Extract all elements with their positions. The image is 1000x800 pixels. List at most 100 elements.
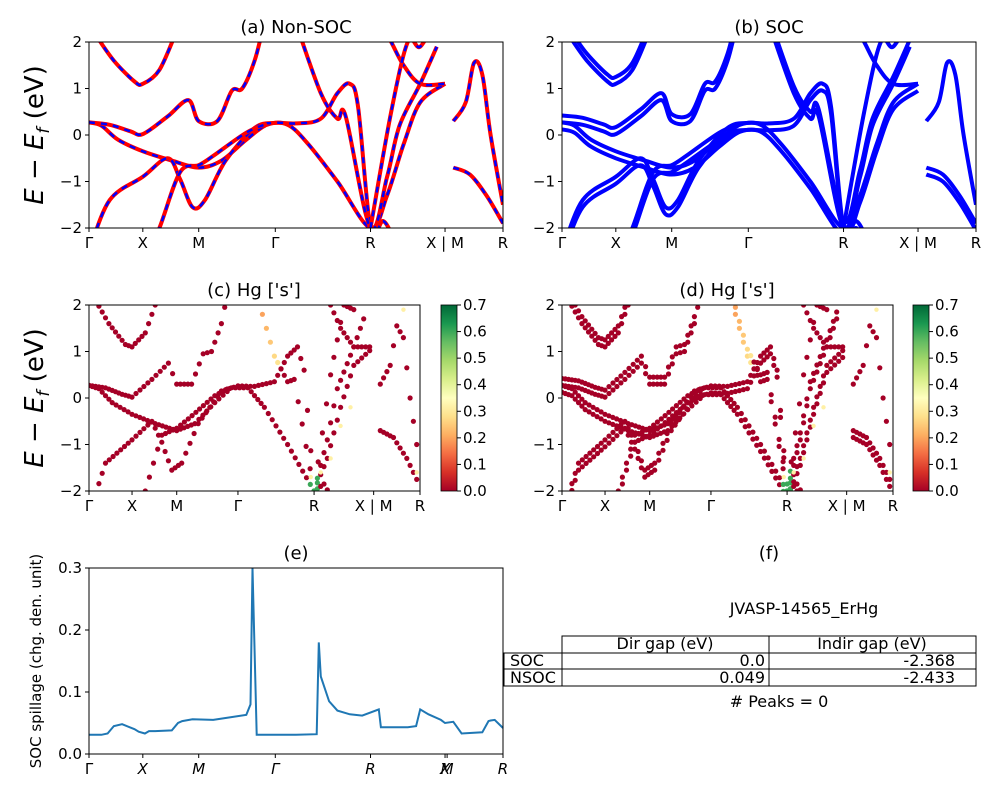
band-dot-split xyxy=(598,447,604,453)
band-dot-split xyxy=(579,403,585,409)
band-dot xyxy=(771,355,777,362)
band-dot xyxy=(827,335,833,341)
band-dot-split xyxy=(583,460,589,466)
band-dot-split xyxy=(618,429,624,435)
band-dot-split xyxy=(658,423,664,429)
band-dot xyxy=(363,351,369,357)
band-dot-faint xyxy=(338,423,343,429)
band-dot xyxy=(145,380,151,386)
band-line-soc-overlay xyxy=(98,42,174,87)
band-dot-split xyxy=(666,416,672,422)
panel-e: (e) 0.00.10.20.3Γ X M Γ R XM R SOC spillage (c… xyxy=(27,543,508,778)
band-dot xyxy=(796,401,803,407)
band-dot xyxy=(308,448,314,454)
band-dot xyxy=(777,407,784,413)
xtick-label-5: X | M xyxy=(355,497,393,515)
band-dot xyxy=(840,344,846,350)
band-dot-split xyxy=(579,314,585,320)
colorbar-d xyxy=(912,304,930,492)
band-dot xyxy=(665,371,672,377)
band-dot xyxy=(797,455,803,461)
band-dot-split xyxy=(622,369,628,375)
band-dot xyxy=(764,347,770,353)
band-dot xyxy=(830,325,837,331)
band-dot-split xyxy=(720,390,727,396)
band-dot-split xyxy=(626,365,632,371)
band-dot-faint xyxy=(328,456,333,461)
band-dot xyxy=(298,355,304,362)
band-dot xyxy=(161,364,167,370)
band-dot xyxy=(259,311,265,317)
band-dot-split xyxy=(708,390,714,396)
band-dot-split xyxy=(606,384,612,390)
band-dot xyxy=(315,459,321,465)
band-dot-split xyxy=(643,364,649,370)
band-dot-split xyxy=(677,406,683,412)
band-dot xyxy=(137,387,143,393)
xtick-label-2: M xyxy=(170,497,183,515)
colorbar-tick-label: 0.0 xyxy=(935,482,959,500)
band-dot-split xyxy=(772,414,778,420)
xtick-label-4: R xyxy=(838,234,848,252)
band-dot xyxy=(857,369,863,375)
band-dot-split xyxy=(774,374,780,380)
band-dot xyxy=(811,377,817,383)
colorbar-tick-label: 0.6 xyxy=(463,323,487,341)
band-dot xyxy=(344,383,350,389)
band-line-soc xyxy=(925,165,976,225)
band-dot xyxy=(133,433,139,439)
xtick-label-2: M xyxy=(192,234,205,252)
band-dot-split xyxy=(712,390,718,396)
band-dot xyxy=(606,390,612,397)
band-dot xyxy=(594,407,600,413)
band-dot xyxy=(106,457,112,463)
band-dot-split xyxy=(575,308,582,314)
band-dot xyxy=(291,376,297,382)
band-dot xyxy=(615,330,621,336)
band-dot xyxy=(149,311,155,317)
band-dot xyxy=(750,429,756,435)
band-dot xyxy=(610,387,616,393)
band-dot xyxy=(321,287,326,292)
band-dot xyxy=(572,470,578,476)
band-dot xyxy=(267,339,273,345)
panel-d-title: (d) Hg ['s'] xyxy=(679,280,774,301)
band-dot-split xyxy=(761,357,767,363)
band-dot-split xyxy=(647,432,653,438)
band-dot-split xyxy=(728,389,735,395)
band-dot xyxy=(331,403,337,409)
band-dot xyxy=(622,376,628,382)
band-dot xyxy=(200,403,206,409)
band-dot xyxy=(647,381,653,387)
band-dot xyxy=(807,386,813,392)
xtick-label-1: X xyxy=(138,234,148,252)
band-dot xyxy=(860,362,866,368)
band-dot xyxy=(828,359,834,365)
band-dot xyxy=(780,481,786,487)
band-dot-split xyxy=(572,305,578,308)
panel-b: (b) SOC −2 −1 0 1 2 Γ X M Γ R X | M R xyxy=(533,17,981,252)
band-dot xyxy=(708,383,714,389)
band-dot xyxy=(334,386,340,392)
band-dot-split xyxy=(691,314,698,320)
band-dot xyxy=(285,441,291,448)
band-dot xyxy=(159,439,165,445)
band-dot xyxy=(110,453,116,460)
table-row-nsoc-indir: -2.433 xyxy=(903,668,955,687)
band-dot-faint xyxy=(821,405,826,410)
xtick-label-3: Γ xyxy=(744,234,753,252)
band-dot xyxy=(594,443,601,450)
colorbar-tick-label: 0.5 xyxy=(463,349,487,367)
table-header-indir: Indir gap (eV) xyxy=(817,634,927,653)
band-dot xyxy=(407,462,413,468)
band-dot xyxy=(117,404,123,410)
band-dot xyxy=(400,450,406,456)
band-dot xyxy=(367,344,373,350)
xtick-label-6: R xyxy=(415,497,425,515)
band-dot xyxy=(773,468,779,474)
xtick-label-3: Γ xyxy=(271,760,281,778)
band-dot-split xyxy=(668,428,674,434)
xtick-label-2: M xyxy=(192,760,205,778)
colorbar-tick-label: 0.2 xyxy=(463,429,487,447)
band-dot xyxy=(139,498,144,503)
